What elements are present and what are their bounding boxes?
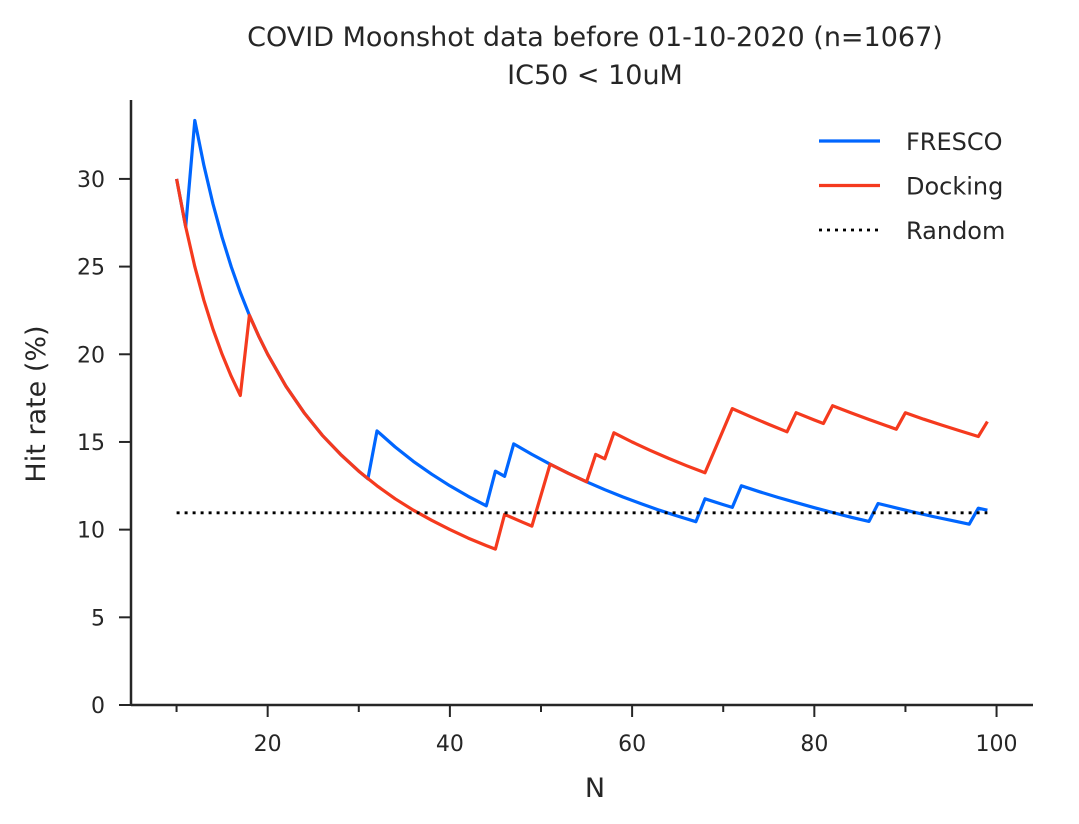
legend: FRESCO Docking Random [819,128,1005,245]
y-tick-label: 15 [77,431,105,456]
series-line-fresco [175,118,988,526]
series-line-docking [175,178,989,551]
y-axis-label: Hit rate (%) [21,325,52,482]
y-tick-label: 20 [77,343,105,368]
x-tick-label: 80 [800,732,828,757]
legend-label-fresco: FRESCO [906,128,1003,156]
ticks: 20 40 60 80 100 0 5 10 15 20 25 30 [77,168,1018,757]
x-tick-label: 100 [976,732,1018,757]
x-tick-label: 60 [618,732,646,757]
y-tick-label: 30 [77,168,105,193]
y-tick-label: 25 [77,256,105,281]
x-tick-label: 20 [254,732,282,757]
x-axis-label: N [585,773,605,804]
legend-label-docking: Docking [906,173,1003,201]
x-tick-label: 40 [436,732,464,757]
axes [129,100,1033,707]
y-tick-label: 0 [91,694,105,719]
chart-title: COVID Moonshot data before 01-10-2020 (n… [247,22,943,53]
chart-subtitle: IC50 < 10uM [507,60,683,91]
legend-label-random: Random [906,217,1005,245]
y-tick-label: 10 [77,519,105,544]
plot-lines [175,118,989,551]
y-tick-label: 5 [91,606,105,631]
